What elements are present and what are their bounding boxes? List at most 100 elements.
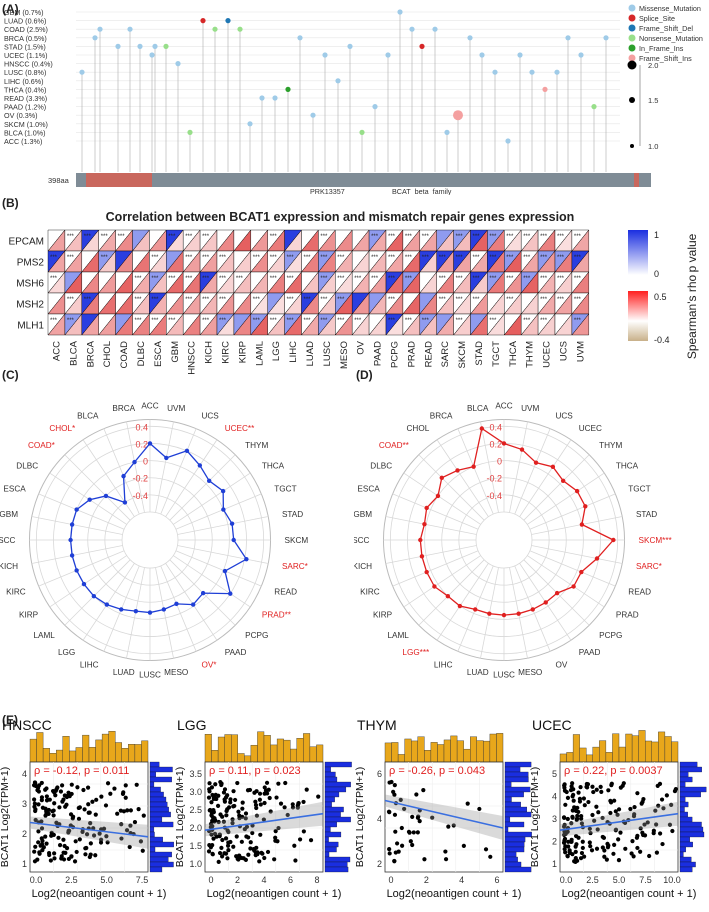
radar-point [418,537,423,543]
scatter-point [53,788,58,793]
scatter-point [254,805,259,811]
significance-stars: *** [185,297,193,303]
scatter-point [578,856,584,861]
significance-stars: *** [439,255,447,261]
y-histogram-bar [679,786,707,793]
significance-stars: *** [354,276,362,282]
scatter-point [465,801,470,806]
cancer-tick-label: HNSCC [187,341,198,375]
x-histogram-bar [483,740,491,763]
significance-stars: *** [456,297,464,303]
mutation-point [409,26,415,32]
scatter-point [39,826,45,831]
cancer-tick-label: KIRP [237,341,248,363]
scatter-point [616,807,622,812]
radar-point [200,590,206,596]
scatter-point [61,837,66,842]
scatter-point [604,857,609,862]
y-histogram-bar [679,761,698,768]
y-axis-label: BCAT1 Log2(TPM+1) [354,767,366,867]
scatter-point [283,780,288,786]
y-histogram-bar [149,851,172,858]
scatter-point [570,781,575,786]
mutation-point [419,43,425,50]
scatter-point [76,816,82,822]
scatter-point [221,819,226,824]
radar-ring-label: -0.4 [132,491,148,501]
scatter-point [613,809,618,814]
y-histogram-bar [679,831,705,838]
x-histogram-bar [566,752,574,763]
scatter-point [235,856,240,861]
scatter-point [56,835,61,840]
scatter-point [58,789,64,794]
regression-line [204,812,324,831]
legend-dot [628,4,636,12]
scatter-point [581,796,587,801]
significance-stars: *** [151,297,159,303]
radar-point [147,441,153,446]
scatter-point [48,858,53,863]
radar-ring-label: 0.2 [135,439,148,449]
y-histogram-bar [504,866,532,873]
scatter-point [64,794,70,800]
y-histogram-bar [324,861,348,868]
scatter-point [638,826,643,831]
radar-axis-label: LGG [58,648,75,657]
scatter-point [234,834,239,839]
cancer-tick-label: TGCT [491,341,502,367]
mutation-point [225,18,231,24]
scatter-point [119,822,124,827]
x-histogram-bar [470,736,477,763]
x-tick-label: 8 [314,875,319,885]
cancer-tick-label: KIRC [220,341,231,364]
y-histogram-bar [504,816,511,823]
y-histogram-bar [679,781,686,788]
x-axis-label: Log2(neoantigen count + 1) [32,888,167,900]
heatmap-title: Correlation between BCAT1 expression and… [105,210,575,224]
significance-stars: *** [219,255,227,261]
significance-stars: *** [337,297,345,303]
scatter-point [641,832,646,838]
y-histogram-bar [679,856,692,863]
y-histogram-bar [324,786,347,793]
significance-stars: *** [574,276,582,282]
cancer-tick-label: BRCA [85,340,96,367]
scatter-point [257,797,262,802]
radar-axis-label: COAD* [28,441,56,450]
scatter-point [213,818,218,823]
significance-stars: *** [253,297,261,303]
y-tick-label: 2.0 [189,823,202,833]
scatter-point [570,808,575,813]
y-histogram-bar [504,786,531,793]
radar-axis-label: THYM [245,441,268,450]
x-histogram-bar [141,740,149,763]
scatter-point [575,813,580,818]
mutation-point [163,43,169,50]
radar-point [87,497,92,502]
radar-point [445,593,451,599]
mutation-point [505,138,511,144]
y-histogram-bar [324,821,337,828]
radar-axis-label: LUAD [113,668,135,677]
scatter-point [588,830,593,836]
scatter-point [43,813,48,818]
scatter-point [591,789,596,795]
y-histogram-bar [504,761,532,768]
scatter-point [231,844,236,849]
radar-axis-label: UVM [167,404,185,413]
y-histogram-bar [324,801,332,808]
scatter-point [488,854,493,859]
cancer-tick-label: SKCM [457,341,468,369]
y-histogram-bar [679,806,685,813]
lollipop-plot: GBM (0.7%)LUAD (0.6%)COAD (2.5%)BRCA (0.… [4,4,703,195]
scatter-point [210,843,215,848]
scatter-point [567,850,573,855]
y-histogram-bar [504,861,522,868]
cancer-tick-label: THYM [525,341,536,368]
radar-point [583,504,588,509]
x-histogram-bar [391,742,399,763]
y-tick-label: 1 [552,859,557,869]
significance-stars: *** [371,234,379,240]
radar-point [457,603,463,609]
